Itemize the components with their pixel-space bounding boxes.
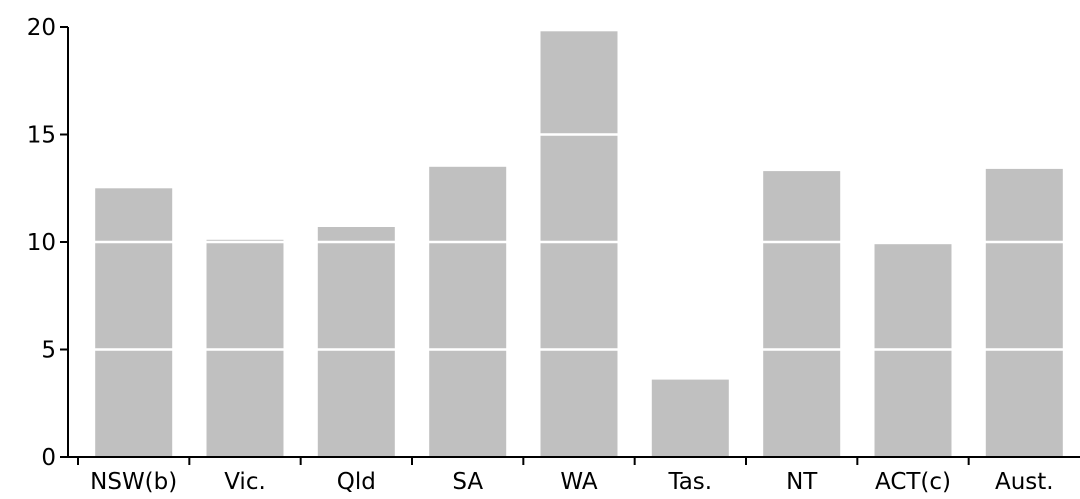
bar-2: [317, 227, 395, 457]
x-category-label-3: SA: [452, 469, 483, 495]
bar-5: [651, 379, 729, 457]
gridlines-group: [68, 133, 1080, 351]
bars-group: [95, 31, 1063, 458]
y-tick-label-3: 15: [27, 123, 56, 149]
y-ticks-group: 0 5 10 15 20: [27, 15, 68, 471]
bar-6: [763, 171, 841, 457]
y-tick-label-2: 10: [27, 230, 56, 256]
bar-4: [540, 31, 618, 458]
x-labels-group: NSW(b) Vic. Qld SA WA Tas. NT ACT(c) Aust.: [77, 457, 1054, 495]
x-category-label-0: NSW(b): [90, 469, 177, 495]
bar-8: [985, 168, 1063, 457]
bar-3: [429, 166, 507, 458]
x-category-label-8: Aust.: [995, 469, 1054, 495]
y-tick-label-4: 20: [27, 15, 56, 41]
x-category-label-2: Qld: [337, 469, 376, 495]
x-category-label-5: Tas.: [667, 469, 712, 495]
y-tick-label-0: 0: [41, 445, 56, 471]
x-category-label-6: NT: [786, 469, 818, 495]
y-tick-label-1: 5: [41, 338, 56, 364]
bar-0: [95, 188, 173, 458]
x-category-label-7: ACT(c): [875, 469, 951, 495]
x-category-label-1: Vic.: [224, 469, 266, 495]
x-category-label-4: WA: [560, 469, 597, 495]
